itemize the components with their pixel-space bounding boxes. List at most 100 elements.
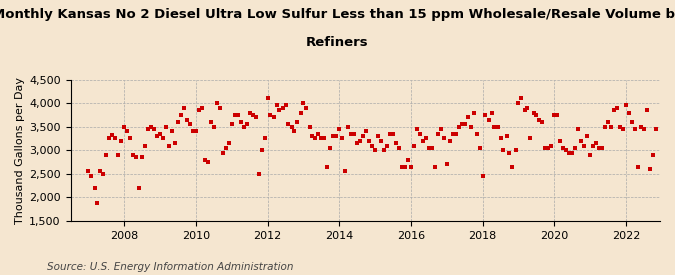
Point [190,129,201,134]
Point [421,136,431,141]
Point [268,115,279,119]
Point [483,117,494,122]
Point [206,120,217,124]
Point [567,150,578,155]
Point [630,127,641,131]
Point [125,136,136,141]
Point [157,136,168,141]
Point [498,148,509,152]
Point [304,125,315,129]
Point [196,106,207,110]
Point [641,108,652,112]
Point [242,122,252,127]
Point [301,106,312,110]
Point [319,136,329,141]
Point [414,131,425,136]
Point [370,148,381,152]
Point [397,164,408,169]
Point [609,108,620,112]
Point [551,113,562,117]
Point [591,141,601,145]
Point [486,110,497,115]
Point [352,141,362,145]
Point [381,143,392,148]
Point [295,110,306,115]
Text: Source: U.S. Energy Information Administration: Source: U.S. Energy Information Administ… [47,262,294,272]
Point [513,101,524,105]
Point [140,143,151,148]
Point [403,158,414,162]
Point [573,127,584,131]
Point [435,127,446,131]
Point [220,146,231,150]
Point [148,127,159,131]
Point [226,122,237,127]
Point [104,136,115,141]
Point [391,141,402,145]
Point [528,110,539,115]
Point [343,125,354,129]
Point [134,186,144,190]
Point [122,129,132,134]
Point [406,164,416,169]
Point [107,133,118,138]
Point [555,139,566,143]
Point [256,148,267,152]
Point [614,125,625,129]
Point [444,139,455,143]
Point [95,169,106,174]
Text: Monthly Kansas No 2 Diesel Ultra Low Sulfur Less than 15 ppm Wholesale/Resale Vo: Monthly Kansas No 2 Diesel Ultra Low Sul… [0,8,675,21]
Point [152,134,163,138]
Point [448,131,458,136]
Point [412,127,423,131]
Point [450,131,461,136]
Point [465,125,476,129]
Point [236,120,246,124]
Point [561,148,572,152]
Point [313,131,324,136]
Point [537,120,548,124]
Point [238,125,249,129]
Point [433,131,443,136]
Point [578,143,589,148]
Point [215,106,225,110]
Point [639,127,649,131]
Point [334,127,345,131]
Point [492,125,503,129]
Y-axis label: Thousand Gallons per Day: Thousand Gallons per Day [15,77,25,224]
Point [110,136,121,141]
Point [182,117,192,122]
Point [86,174,97,178]
Point [576,139,587,143]
Point [184,122,195,127]
Point [331,134,342,138]
Point [367,143,377,148]
Point [340,169,351,174]
Point [400,164,410,169]
Point [286,125,297,129]
Point [624,110,634,115]
Point [394,146,404,150]
Point [600,125,611,129]
Point [83,169,94,174]
Point [146,125,157,129]
Point [620,103,631,108]
Point [408,143,419,148]
Point [645,167,655,171]
Point [534,117,545,122]
Point [283,122,294,127]
Point [585,153,595,157]
Point [349,131,360,136]
Point [200,158,211,162]
Point [176,113,186,117]
Point [507,164,518,169]
Point [525,136,536,141]
Point [223,141,234,145]
Point [250,115,261,119]
Point [292,120,303,124]
Point [504,150,515,155]
Point [89,186,100,190]
Point [101,153,112,157]
Point [274,108,285,112]
Point [549,113,560,117]
